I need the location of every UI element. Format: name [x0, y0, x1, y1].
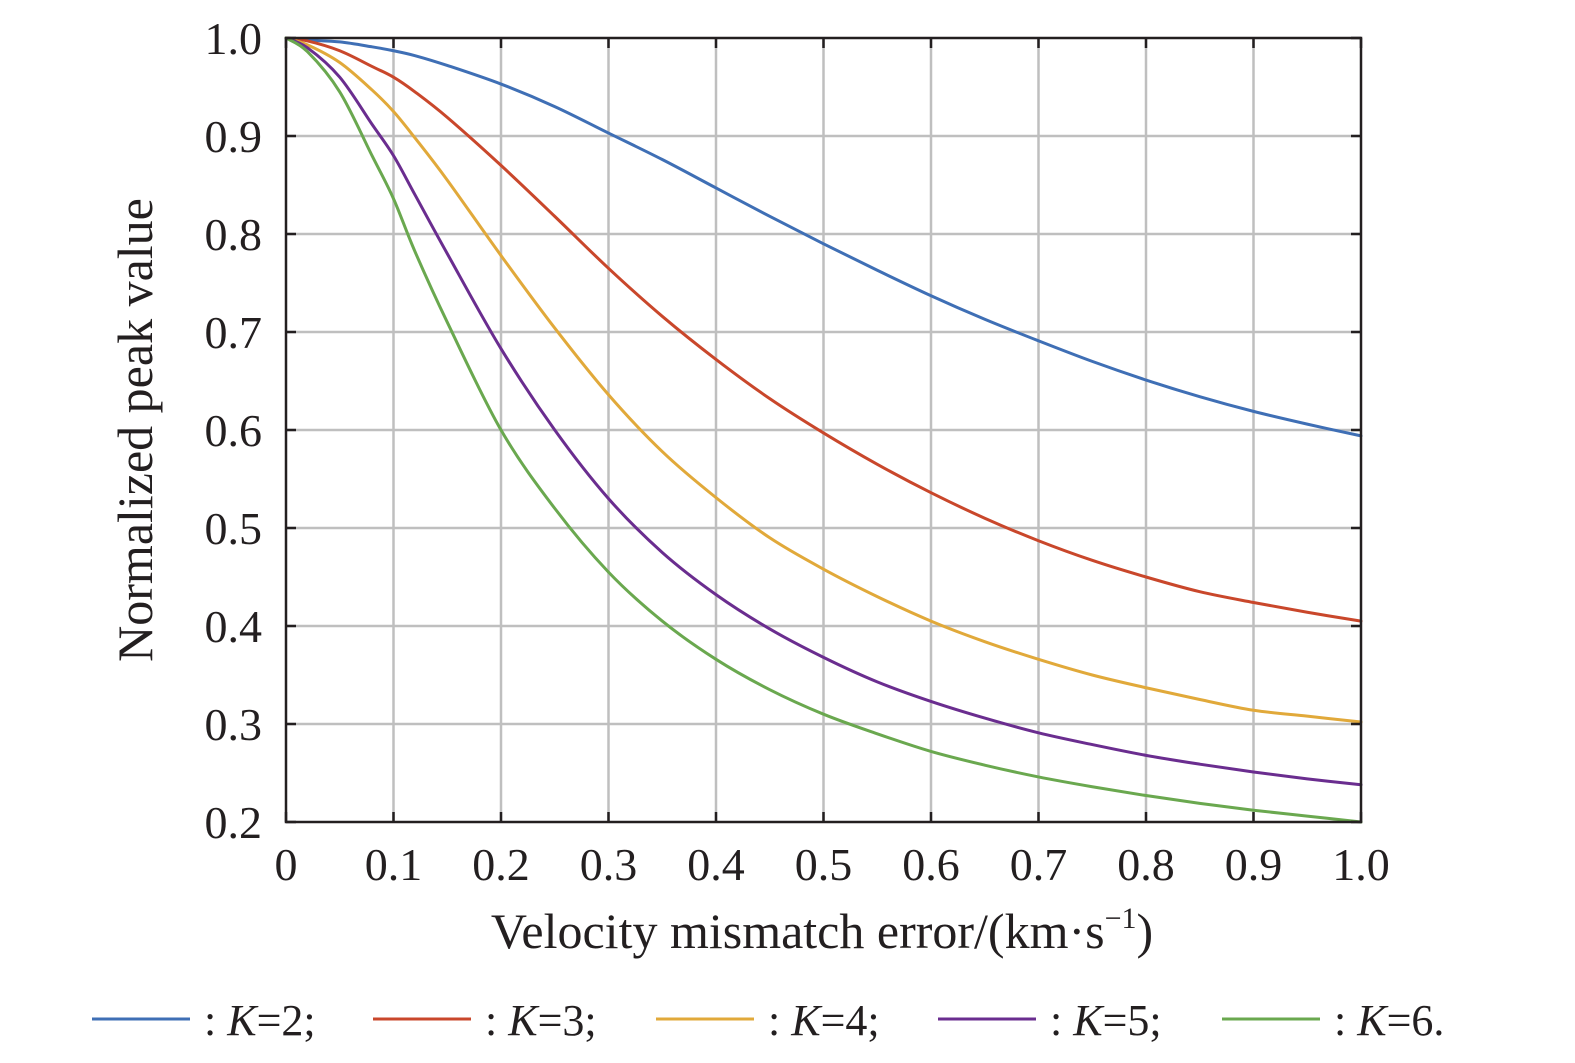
grid — [286, 38, 1361, 822]
legend-label-k6: : K=6. — [1334, 996, 1444, 1045]
y-tick-label: 0.2 — [205, 797, 263, 848]
x-tick-label: 0.7 — [1010, 839, 1068, 890]
y-tick-label: 0.4 — [205, 601, 263, 652]
x-tick-label: 0.8 — [1117, 839, 1175, 890]
x-axis-title: Velocity mismatch error/(km·s−1) — [491, 902, 1153, 959]
y-tick-label: 0.5 — [205, 503, 263, 554]
x-axis-title-close: ) — [1137, 903, 1154, 959]
x-tick-label: 1.0 — [1332, 839, 1390, 890]
y-tick-label: 1.0 — [205, 13, 263, 64]
x-tick-label: 0.9 — [1225, 839, 1283, 890]
y-tick-label: 0.6 — [205, 405, 263, 456]
legend-label-k3: : K=3; — [485, 996, 597, 1045]
x-tick-label: 0.4 — [687, 839, 745, 890]
legend-label-k5: : K=5; — [1050, 996, 1162, 1045]
x-tick-label: 0.6 — [902, 839, 960, 890]
series-line-k3 — [284, 36, 1363, 623]
series-lines — [284, 36, 1363, 824]
y-axis-title: Normalized peak value — [107, 198, 163, 662]
x-axis-title-main: Velocity mismatch error/(km·s — [491, 903, 1105, 959]
series-line-k2 — [284, 36, 1363, 438]
series-line-k6 — [284, 36, 1363, 824]
legend-label-k2: : K=2; — [204, 996, 316, 1045]
x-tick-label: 0.5 — [795, 839, 853, 890]
x-axis-title-superscript: −1 — [1105, 902, 1137, 935]
x-tick-label: 0.1 — [365, 839, 423, 890]
x-tick-labels: 0 0.1 0.2 0.3 0.4 0.5 0.6 0.7 0.8 0.9 1.0 — [275, 839, 1390, 890]
y-tick-label: 0.3 — [205, 699, 263, 750]
y-tick-label: 0.7 — [205, 307, 263, 358]
x-tick-label: 0 — [275, 839, 298, 890]
series-line-k5 — [284, 36, 1363, 787]
series-line-k4 — [284, 36, 1363, 724]
legend: : K=2; : K=3; : K=4; : K=5; : K=6. — [92, 996, 1444, 1045]
tick-marks — [284, 36, 1363, 824]
y-tick-label: 0.9 — [205, 111, 263, 162]
x-tick-label: 0.3 — [580, 839, 638, 890]
y-tick-labels: 0.2 0.3 0.4 0.5 0.6 0.7 0.8 0.9 1.0 — [205, 13, 263, 848]
legend-label-k4: : K=4; — [768, 996, 880, 1045]
x-tick-label: 0.2 — [472, 839, 530, 890]
y-tick-label: 0.8 — [205, 209, 263, 260]
